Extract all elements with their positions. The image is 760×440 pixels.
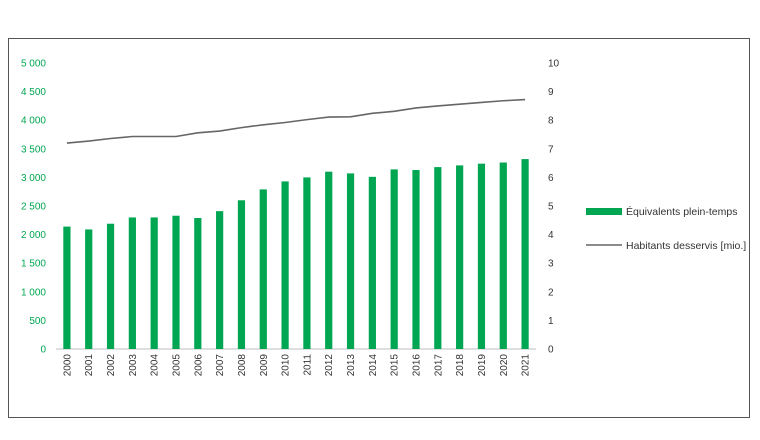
x-tick-label: 2008 [237,354,248,377]
y-left-tick-label: 4 500 [21,87,46,98]
bar [237,200,246,349]
bar [259,189,267,349]
y-left-tick-label: 5 000 [21,59,46,70]
x-tick-label: 2005 [172,354,183,377]
y-right-tick-label: 6 [548,173,554,184]
x-tick-label: 2009 [259,354,270,377]
legend-label-line: Habitants desservis [mio.] [626,240,746,252]
legend: Équivalents plein-temps Habitants desser… [586,205,746,252]
x-tick-label: 2019 [477,354,488,377]
y-left-tick-label: 1 000 [21,287,46,298]
y-right-tick-label: 5 [548,202,554,213]
y-right-tick-label: 8 [548,116,554,127]
x-tick-label: 2002 [106,354,117,377]
bar [128,217,136,349]
bar [434,167,442,349]
x-tick-label: 2006 [193,354,204,377]
bar [346,173,355,349]
bar [106,223,115,349]
x-tick-label: 2012 [324,354,335,377]
line-series [66,98,526,144]
x-tick-label: 2014 [368,354,379,377]
chart-frame: 0 500 1 000 1 500 2 000 2 500 3 000 3 500 4 000 4… [8,38,750,418]
y-right-tick-label: 9 [548,87,554,98]
bar [194,218,202,349]
bar [368,176,376,349]
y-left-tick-label: 3 500 [21,144,46,155]
legend-label-bar: Équivalents plein-temps [626,205,737,218]
y-right-tick-label: 7 [548,144,554,155]
bar [63,226,71,349]
bar [499,162,507,349]
y-right-tick-label: 3 [548,259,554,270]
bar [216,211,224,349]
legend-swatch-bar [586,208,622,215]
bar [150,217,158,349]
x-tick-label: 2017 [433,354,444,377]
bar [390,169,398,349]
x-tick-label: 2013 [346,354,357,377]
x-tick-label: 2000 [62,354,73,377]
bar [412,169,420,349]
y-left-tick-label: 3 000 [21,173,46,184]
y-right-tick-label: 4 [548,230,554,241]
y-left-tick-label: 4 000 [21,116,46,127]
y-left-tick-label: 2 500 [21,202,46,213]
bar [281,181,289,349]
x-tick-label: 2004 [150,354,161,377]
x-tick-label: 2016 [412,354,423,377]
bar [477,163,486,349]
x-tick-label: 2007 [215,354,226,377]
plot-area: 0 500 1 000 1 500 2 000 2 500 3 000 3 500 4 000 4… [21,59,560,377]
bar [325,171,333,349]
y-left-tick-label: 1 500 [21,259,46,270]
x-tick-label: 2015 [390,354,401,377]
y-right-tick-label: 0 [548,345,554,356]
x-tick-label: 2003 [128,354,139,377]
y-right-tick-label: 2 [548,287,554,298]
y-left-tick-label: 0 [40,345,46,356]
x-tick-label: 2001 [84,354,95,377]
bar [456,165,464,349]
bar [172,215,180,349]
x-tick-label: 2021 [521,354,532,377]
bar [521,159,529,349]
y-right-tick-label: 1 [548,316,554,327]
y-right-tick-label: 10 [548,59,560,70]
x-tick-label: 2011 [302,354,313,376]
combo-chart: 0 500 1 000 1 500 2 000 2 500 3 000 3 500 4 000 4… [21,59,746,377]
y-left-tick-label: 500 [29,316,46,327]
x-tick-label: 2018 [455,354,466,377]
bar [85,229,93,349]
x-tick-label: 2010 [281,354,292,377]
x-tick-label: 2020 [499,354,510,377]
bar [303,177,311,349]
y-left-tick-label: 2 000 [21,230,46,241]
